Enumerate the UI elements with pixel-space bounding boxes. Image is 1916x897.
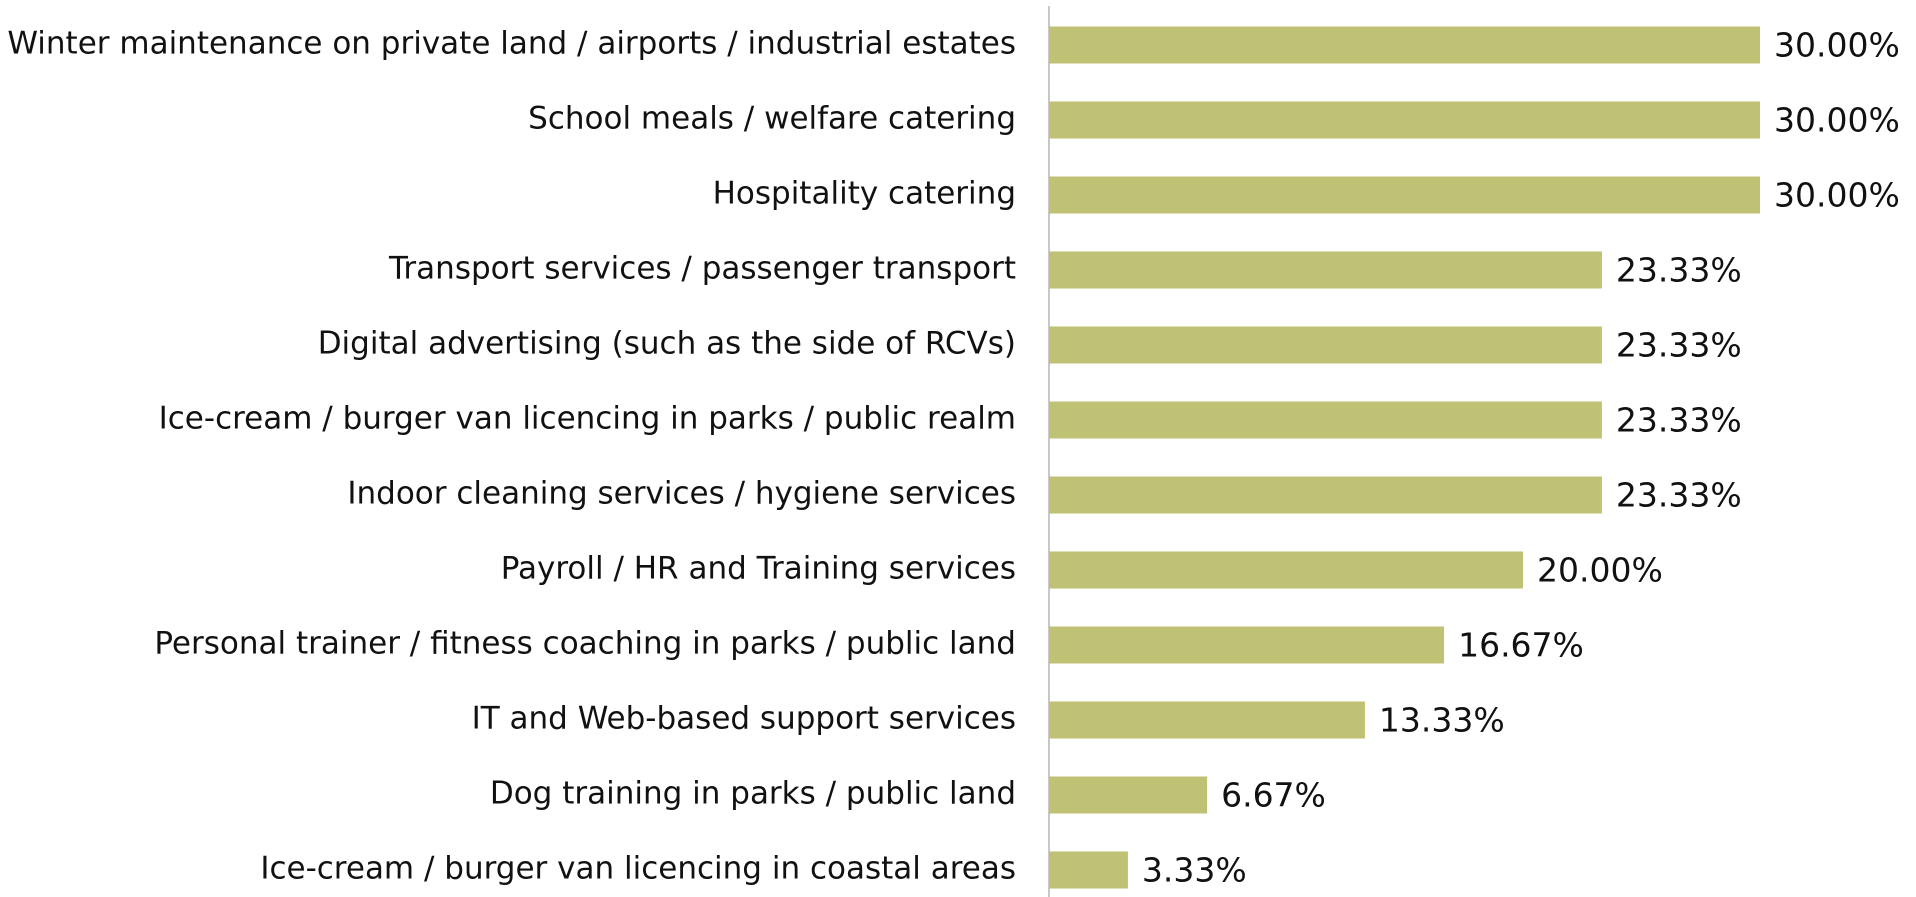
bar: [1049, 401, 1602, 439]
category-label: Payroll / HR and Training services: [501, 551, 1016, 587]
value-label: 23.33%: [1616, 476, 1742, 515]
category-label: Personal trainer / fitness coaching in p…: [154, 626, 1016, 662]
value-label: 23.33%: [1616, 251, 1742, 290]
value-label: 23.33%: [1616, 326, 1742, 365]
category-label: Dog training in parks / public land: [490, 776, 1016, 812]
category-label: School meals / welfare catering: [528, 101, 1016, 137]
bar: [1049, 551, 1523, 589]
value-label: 13.33%: [1379, 701, 1505, 740]
value-label: 30.00%: [1774, 176, 1900, 215]
value-label: 16.67%: [1458, 626, 1584, 665]
bar: [1049, 101, 1760, 139]
bar: [1049, 626, 1445, 664]
category-label: Ice-cream / burger van licencing in park…: [159, 401, 1016, 437]
category-label: Winter maintenance on private land / air…: [7, 26, 1016, 62]
value-label: 20.00%: [1537, 551, 1663, 590]
category-label: Digital advertising (such as the side of…: [318, 326, 1016, 362]
category-label: Indoor cleaning services / hygiene servi…: [347, 476, 1016, 512]
category-label: IT and Web-based support services: [472, 701, 1016, 737]
value-label: 30.00%: [1774, 101, 1900, 140]
bar: [1049, 251, 1602, 289]
category-label: Hospitality catering: [713, 176, 1016, 212]
category-label: Ice-cream / burger van licencing in coas…: [260, 851, 1016, 887]
value-label: 23.33%: [1616, 401, 1742, 440]
category-label: Transport services / passenger transport: [388, 251, 1016, 287]
bar: [1049, 176, 1760, 214]
value-label: 6.67%: [1221, 776, 1326, 815]
bar: [1049, 776, 1208, 814]
bar: [1049, 851, 1128, 889]
bar: [1049, 476, 1602, 514]
value-label: 3.33%: [1142, 851, 1247, 890]
value-label: 30.00%: [1774, 26, 1900, 65]
bar: [1049, 326, 1602, 364]
bar: [1049, 26, 1760, 64]
bar: [1049, 701, 1365, 739]
